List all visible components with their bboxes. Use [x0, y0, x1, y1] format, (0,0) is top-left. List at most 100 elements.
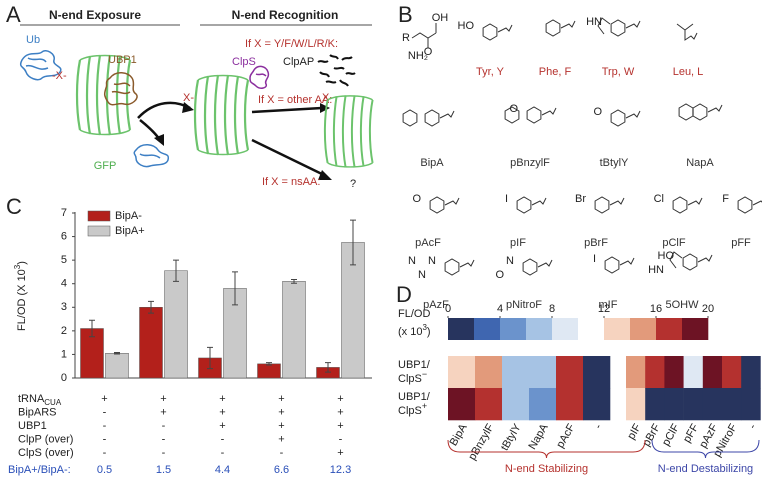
structure [676, 23, 698, 41]
fragments [317, 54, 356, 87]
arrow [251, 106, 323, 114]
colorbar-unit: 3 [422, 323, 427, 332]
condition-sign: + [278, 406, 284, 418]
condition-sign: + [219, 420, 225, 432]
column-label: tBtylY [499, 421, 524, 452]
condition-sign: + [278, 420, 284, 432]
column-label: NapA [526, 421, 550, 451]
heatmap-cell [448, 356, 476, 389]
column-label: pClF [660, 422, 682, 448]
arrowhead [320, 103, 330, 113]
bar [257, 363, 281, 379]
arrowhead [182, 102, 194, 113]
column-label: BipA [448, 421, 470, 448]
ubp1-blob [103, 72, 138, 106]
atom-label: HN [648, 264, 664, 276]
atom-label: Br [575, 193, 586, 205]
condition-sign: - [103, 447, 107, 459]
label: UBP1 [108, 54, 137, 66]
heatmap-cell [741, 356, 761, 389]
label: -X- [52, 70, 67, 82]
structure [444, 258, 475, 276]
bar [282, 281, 306, 379]
atom-label: O [509, 103, 518, 115]
structure [672, 196, 703, 214]
atom-label: N [408, 255, 416, 267]
heatmap-cell [683, 388, 704, 421]
error-bar [350, 219, 356, 266]
condition-label: BipARS [18, 406, 57, 418]
colorbar-bin [682, 318, 709, 340]
structure-name: 5OHW [666, 299, 700, 311]
condition-label: ClpP (over) [18, 433, 73, 445]
colorbar-bin [604, 318, 631, 340]
error-bar [207, 346, 213, 370]
structure [516, 196, 547, 214]
structure [411, 23, 437, 48]
ratio: 4.4 [215, 464, 230, 476]
row-label: ClpS− [398, 369, 427, 385]
panel-letter: D [396, 282, 412, 307]
ratio: 6.6 [274, 464, 289, 476]
y-axis-label: FL/OD (X 103) [13, 261, 28, 331]
y-tick-label: 4 [61, 278, 67, 290]
label: ClpAP [283, 56, 314, 68]
bracket-label: N-end Stabilizing [505, 463, 588, 475]
heatmap-cell [664, 388, 684, 421]
error-bar [89, 319, 95, 338]
atom-label: HO [658, 250, 675, 262]
heatmap-cell [645, 356, 665, 389]
structure-name: BipA [420, 157, 444, 169]
rule-text: If X = nsAA: [262, 176, 320, 188]
condition-sign: - [103, 406, 107, 418]
ub-blob [133, 144, 170, 168]
colorbar-bin [552, 318, 579, 340]
atom-label: OH [432, 12, 449, 24]
atom-label: O [495, 269, 504, 281]
heatmap-cell [626, 356, 646, 389]
atom-label: HO [458, 20, 475, 32]
legend-swatch [87, 210, 111, 222]
arrowhead [154, 134, 164, 146]
atom-label: HN [586, 16, 602, 28]
condition-sign: - [221, 447, 225, 459]
condition-sign: - [103, 420, 107, 432]
colorbar-tick-label: 0 [445, 303, 451, 315]
structure [402, 109, 455, 127]
rule-text: If X = other AA: [258, 94, 332, 106]
structure [678, 103, 723, 121]
structure-name: pAcF [415, 237, 441, 249]
error-bar [173, 259, 179, 282]
atom-label: O [424, 46, 433, 58]
header: N-end Exposure [49, 8, 141, 22]
structure-name: mIF [599, 299, 618, 311]
structure [429, 196, 460, 214]
colorbar-tick-label: 16 [650, 303, 662, 315]
colorbar-tick-label: 8 [549, 303, 555, 315]
structure [604, 256, 635, 274]
bar [164, 270, 188, 379]
heatmap-cell [448, 388, 476, 421]
column-label: - [747, 422, 759, 431]
heatmap-cell [702, 388, 723, 421]
error-bar [266, 362, 272, 366]
atom-label: F [722, 193, 729, 205]
colorbar-label: FL/OD [398, 308, 430, 320]
structure-name: Trp, W [602, 66, 635, 78]
gfp [193, 73, 250, 157]
structure-name: pNitroF [506, 299, 542, 311]
row-label: − [422, 369, 427, 379]
condition-sign: + [219, 393, 225, 405]
structure-name: Tyr, Y [476, 66, 505, 78]
rule-text: If X = Y/F/W/L/R/K: [245, 38, 338, 50]
panel-letter: A [6, 2, 21, 27]
condition-label: BipARS [18, 406, 57, 418]
condition-label: CUA [44, 398, 62, 407]
colorbar-bin [656, 318, 683, 340]
structure [522, 258, 553, 276]
condition-sign: + [337, 406, 343, 418]
structure [545, 19, 576, 37]
heatmap-cell [722, 356, 742, 389]
arrowhead [318, 170, 332, 180]
condition-sign: + [337, 393, 343, 405]
